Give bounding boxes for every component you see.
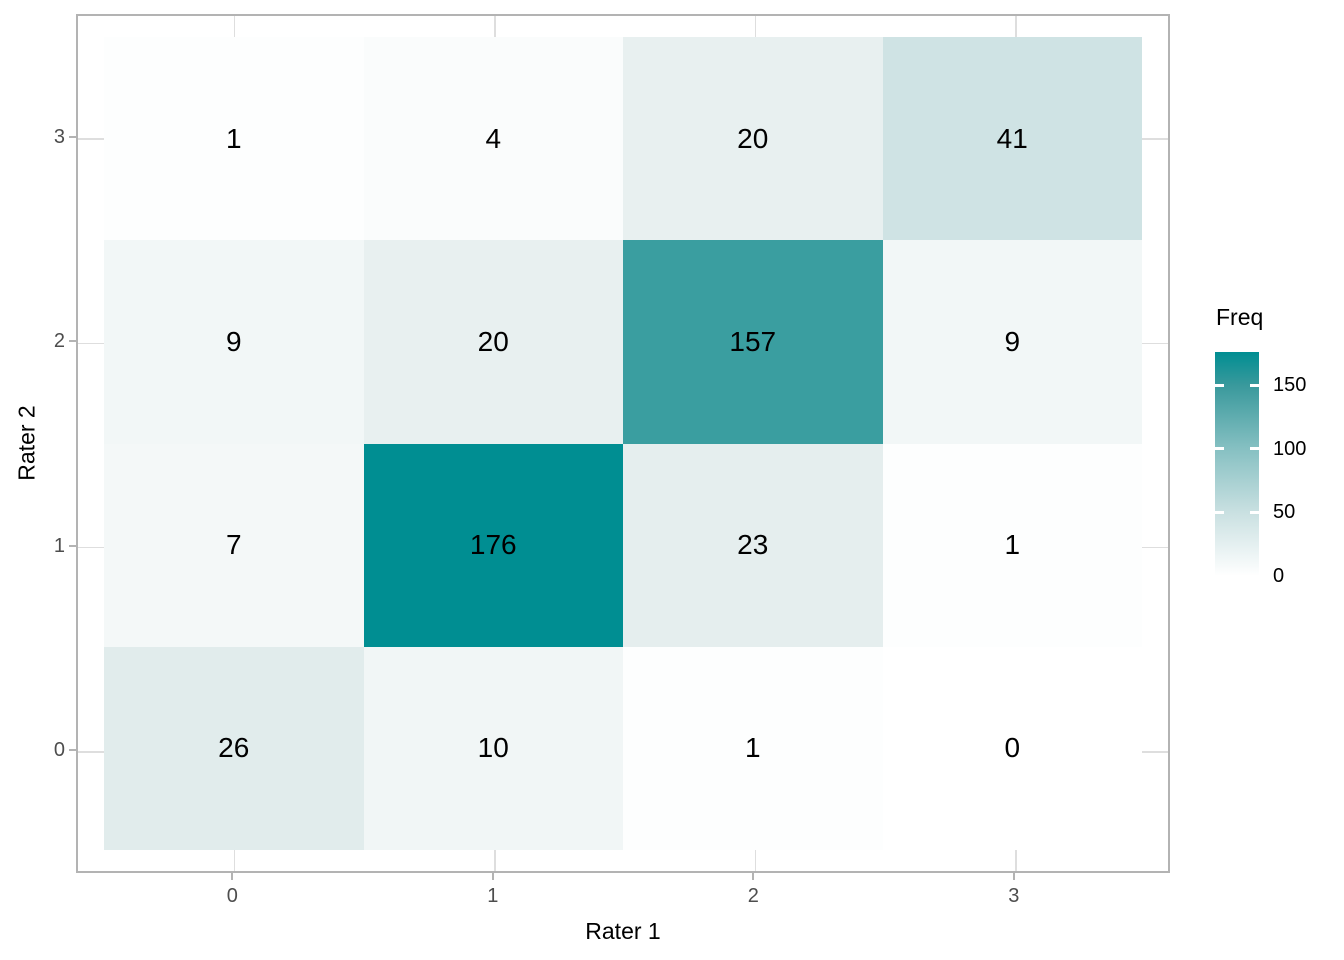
cell-value: 1 <box>1004 529 1021 561</box>
cell-value: 20 <box>737 122 769 154</box>
heatmap-cell-x2-y0: 1 <box>623 646 883 850</box>
x-tick-label: 2 <box>747 885 759 907</box>
cell-value: 4 <box>485 122 502 154</box>
legend-tick <box>1250 447 1259 451</box>
cell-value: 41 <box>996 122 1028 154</box>
legend-tick <box>1250 510 1259 514</box>
x-tick-label: 3 <box>1008 885 1020 907</box>
x-axis-tick <box>752 873 755 880</box>
heatmap-cell-x2-y2: 157 <box>623 240 883 444</box>
cell-value: 26 <box>218 732 250 764</box>
heatmap-cell-x1-y1: 176 <box>363 443 623 647</box>
cell-value: 20 <box>477 325 509 357</box>
x-tick-label: 0 <box>226 885 238 907</box>
cell-value: 1 <box>225 122 242 154</box>
heatmap-cell-x1-y2: 20 <box>363 240 623 444</box>
cell-value: 10 <box>477 732 509 764</box>
y-tick-label: 3 <box>53 126 65 149</box>
heatmap-cell-x0-y0: 26 <box>104 646 364 850</box>
legend-label: 50 <box>1273 501 1296 524</box>
heatmap-cell-x0-y3: 1 <box>104 37 364 241</box>
heatmap-cell-x0-y1: 7 <box>104 443 364 647</box>
cell-value: 176 <box>469 529 517 561</box>
y-axis-tick <box>69 748 76 751</box>
x-axis-tick <box>1012 873 1015 880</box>
heatmap-cell-x3-y0: 0 <box>882 646 1142 850</box>
x-axis-tick <box>491 873 494 880</box>
y-axis-tick <box>69 136 76 139</box>
cell-value: 9 <box>225 325 242 357</box>
x-tick-label: 1 <box>487 885 499 907</box>
x-axis-title: Rater 1 <box>585 918 661 944</box>
legend-gradient-bar <box>1215 352 1259 576</box>
x-axis-tick <box>231 873 234 880</box>
legend-tick <box>1215 510 1224 514</box>
heatmap-cell-x1-y0: 10 <box>363 646 623 850</box>
cell-value: 23 <box>737 529 769 561</box>
cell-value: 9 <box>1004 325 1021 357</box>
legend-title: Freq <box>1216 304 1264 330</box>
legend-tick <box>1215 383 1224 387</box>
heatmap-cell-x2-y3: 20 <box>623 37 883 241</box>
heatmap-cell-x3-y2: 9 <box>882 240 1142 444</box>
plot-panel: 1 4 20 41 9 20 157 9 7 176 23 1 26 10 1 0 <box>76 14 1170 873</box>
legend-tick <box>1250 383 1259 387</box>
cell-value: 0 <box>1004 732 1021 764</box>
y-tick-label: 0 <box>53 738 65 761</box>
cell-value: 157 <box>729 325 777 357</box>
y-tick-label: 2 <box>53 330 65 353</box>
heatmap-tile-grid: 1 4 20 41 9 20 157 9 7 176 23 1 26 10 1 0 <box>104 37 1142 850</box>
legend-label: 0 <box>1273 565 1285 587</box>
legend-tick <box>1215 447 1224 451</box>
cell-value: 1 <box>744 732 761 764</box>
y-tick-label: 1 <box>53 534 65 557</box>
y-axis-tick <box>69 544 76 547</box>
heatmap-cell-x2-y1: 23 <box>623 443 883 647</box>
y-axis-title: Rater 2 <box>13 405 40 481</box>
y-axis-tick <box>69 340 76 343</box>
legend-label: 100 <box>1273 437 1307 460</box>
heatmap-cell-x0-y2: 9 <box>104 240 364 444</box>
heatmap-cell-x1-y3: 4 <box>363 37 623 241</box>
legend-label: 150 <box>1273 374 1307 397</box>
heatmap-cell-x3-y3: 41 <box>882 37 1142 241</box>
cell-value: 7 <box>225 529 242 561</box>
heatmap-cell-x3-y1: 1 <box>882 443 1142 647</box>
